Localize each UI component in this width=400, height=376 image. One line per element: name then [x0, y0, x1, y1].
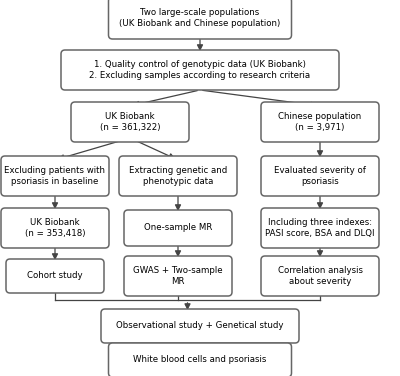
FancyBboxPatch shape	[119, 156, 237, 196]
Text: Two large-scale populations
(UK Biobank and Chinese population): Two large-scale populations (UK Biobank …	[119, 8, 281, 28]
Text: One-sample MR: One-sample MR	[144, 223, 212, 232]
FancyBboxPatch shape	[261, 102, 379, 142]
Text: Observational study + Genetical study: Observational study + Genetical study	[116, 321, 284, 331]
FancyBboxPatch shape	[261, 156, 379, 196]
FancyBboxPatch shape	[61, 50, 339, 90]
FancyBboxPatch shape	[108, 0, 292, 39]
Text: Evaluated severity of
psoriasis: Evaluated severity of psoriasis	[274, 166, 366, 186]
Text: Cohort study: Cohort study	[27, 271, 83, 280]
Text: Correlation analysis
about severity: Correlation analysis about severity	[278, 266, 362, 286]
Text: Excluding patients with
psoriasis in baseline: Excluding patients with psoriasis in bas…	[4, 166, 106, 186]
FancyBboxPatch shape	[1, 156, 109, 196]
FancyBboxPatch shape	[108, 343, 292, 376]
FancyBboxPatch shape	[261, 256, 379, 296]
FancyBboxPatch shape	[124, 256, 232, 296]
Text: Including three indexes:
PASI score, BSA and DLQI: Including three indexes: PASI score, BSA…	[265, 218, 375, 238]
Text: UK Biobank
(n = 353,418): UK Biobank (n = 353,418)	[25, 218, 85, 238]
FancyBboxPatch shape	[71, 102, 189, 142]
Text: Extracting genetic and
phenotypic data: Extracting genetic and phenotypic data	[129, 166, 227, 186]
FancyBboxPatch shape	[101, 309, 299, 343]
Text: 1. Quality control of genotypic data (UK Biobank)
2. Excluding samples according: 1. Quality control of genotypic data (UK…	[90, 60, 310, 80]
FancyBboxPatch shape	[261, 208, 379, 248]
Text: UK Biobank
(n = 361,322): UK Biobank (n = 361,322)	[100, 112, 160, 132]
FancyBboxPatch shape	[6, 259, 104, 293]
Text: GWAS + Two-sample
MR: GWAS + Two-sample MR	[133, 266, 223, 286]
FancyBboxPatch shape	[1, 208, 109, 248]
Text: White blood cells and psoriasis: White blood cells and psoriasis	[133, 355, 267, 364]
FancyBboxPatch shape	[124, 210, 232, 246]
Text: Chinese population
(n = 3,971): Chinese population (n = 3,971)	[278, 112, 362, 132]
